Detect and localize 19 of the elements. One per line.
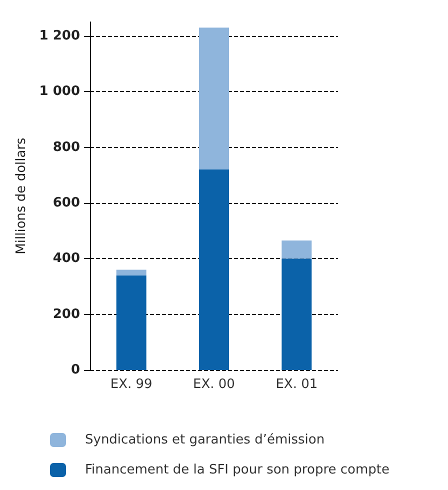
legend-label: Financement de la SFI pour son propre compte [85, 462, 390, 478]
y-tick-label: 400 [52, 251, 80, 266]
x-tick-label: EX. 99 [110, 377, 152, 392]
y-tick-label: 0 [70, 362, 80, 378]
legend-label: Syndications et garanties d’émission [85, 432, 325, 448]
y-tick-label: 600 [52, 195, 80, 210]
bar [116, 270, 146, 276]
y-axis-title: Millions de dollars [14, 137, 29, 254]
x-tick-label: EX. 00 [193, 377, 235, 392]
bar [282, 240, 312, 259]
y-tick-label: 1 000 [39, 84, 80, 100]
y-tick-label: 200 [52, 306, 80, 322]
bar [282, 258, 312, 370]
x-tick-label: EX. 01 [276, 377, 318, 392]
bar [116, 275, 146, 370]
y-tick-label: 800 [52, 140, 80, 155]
bar [199, 170, 229, 370]
bar [199, 28, 229, 170]
y-tick-label: 1 200 [39, 28, 80, 44]
